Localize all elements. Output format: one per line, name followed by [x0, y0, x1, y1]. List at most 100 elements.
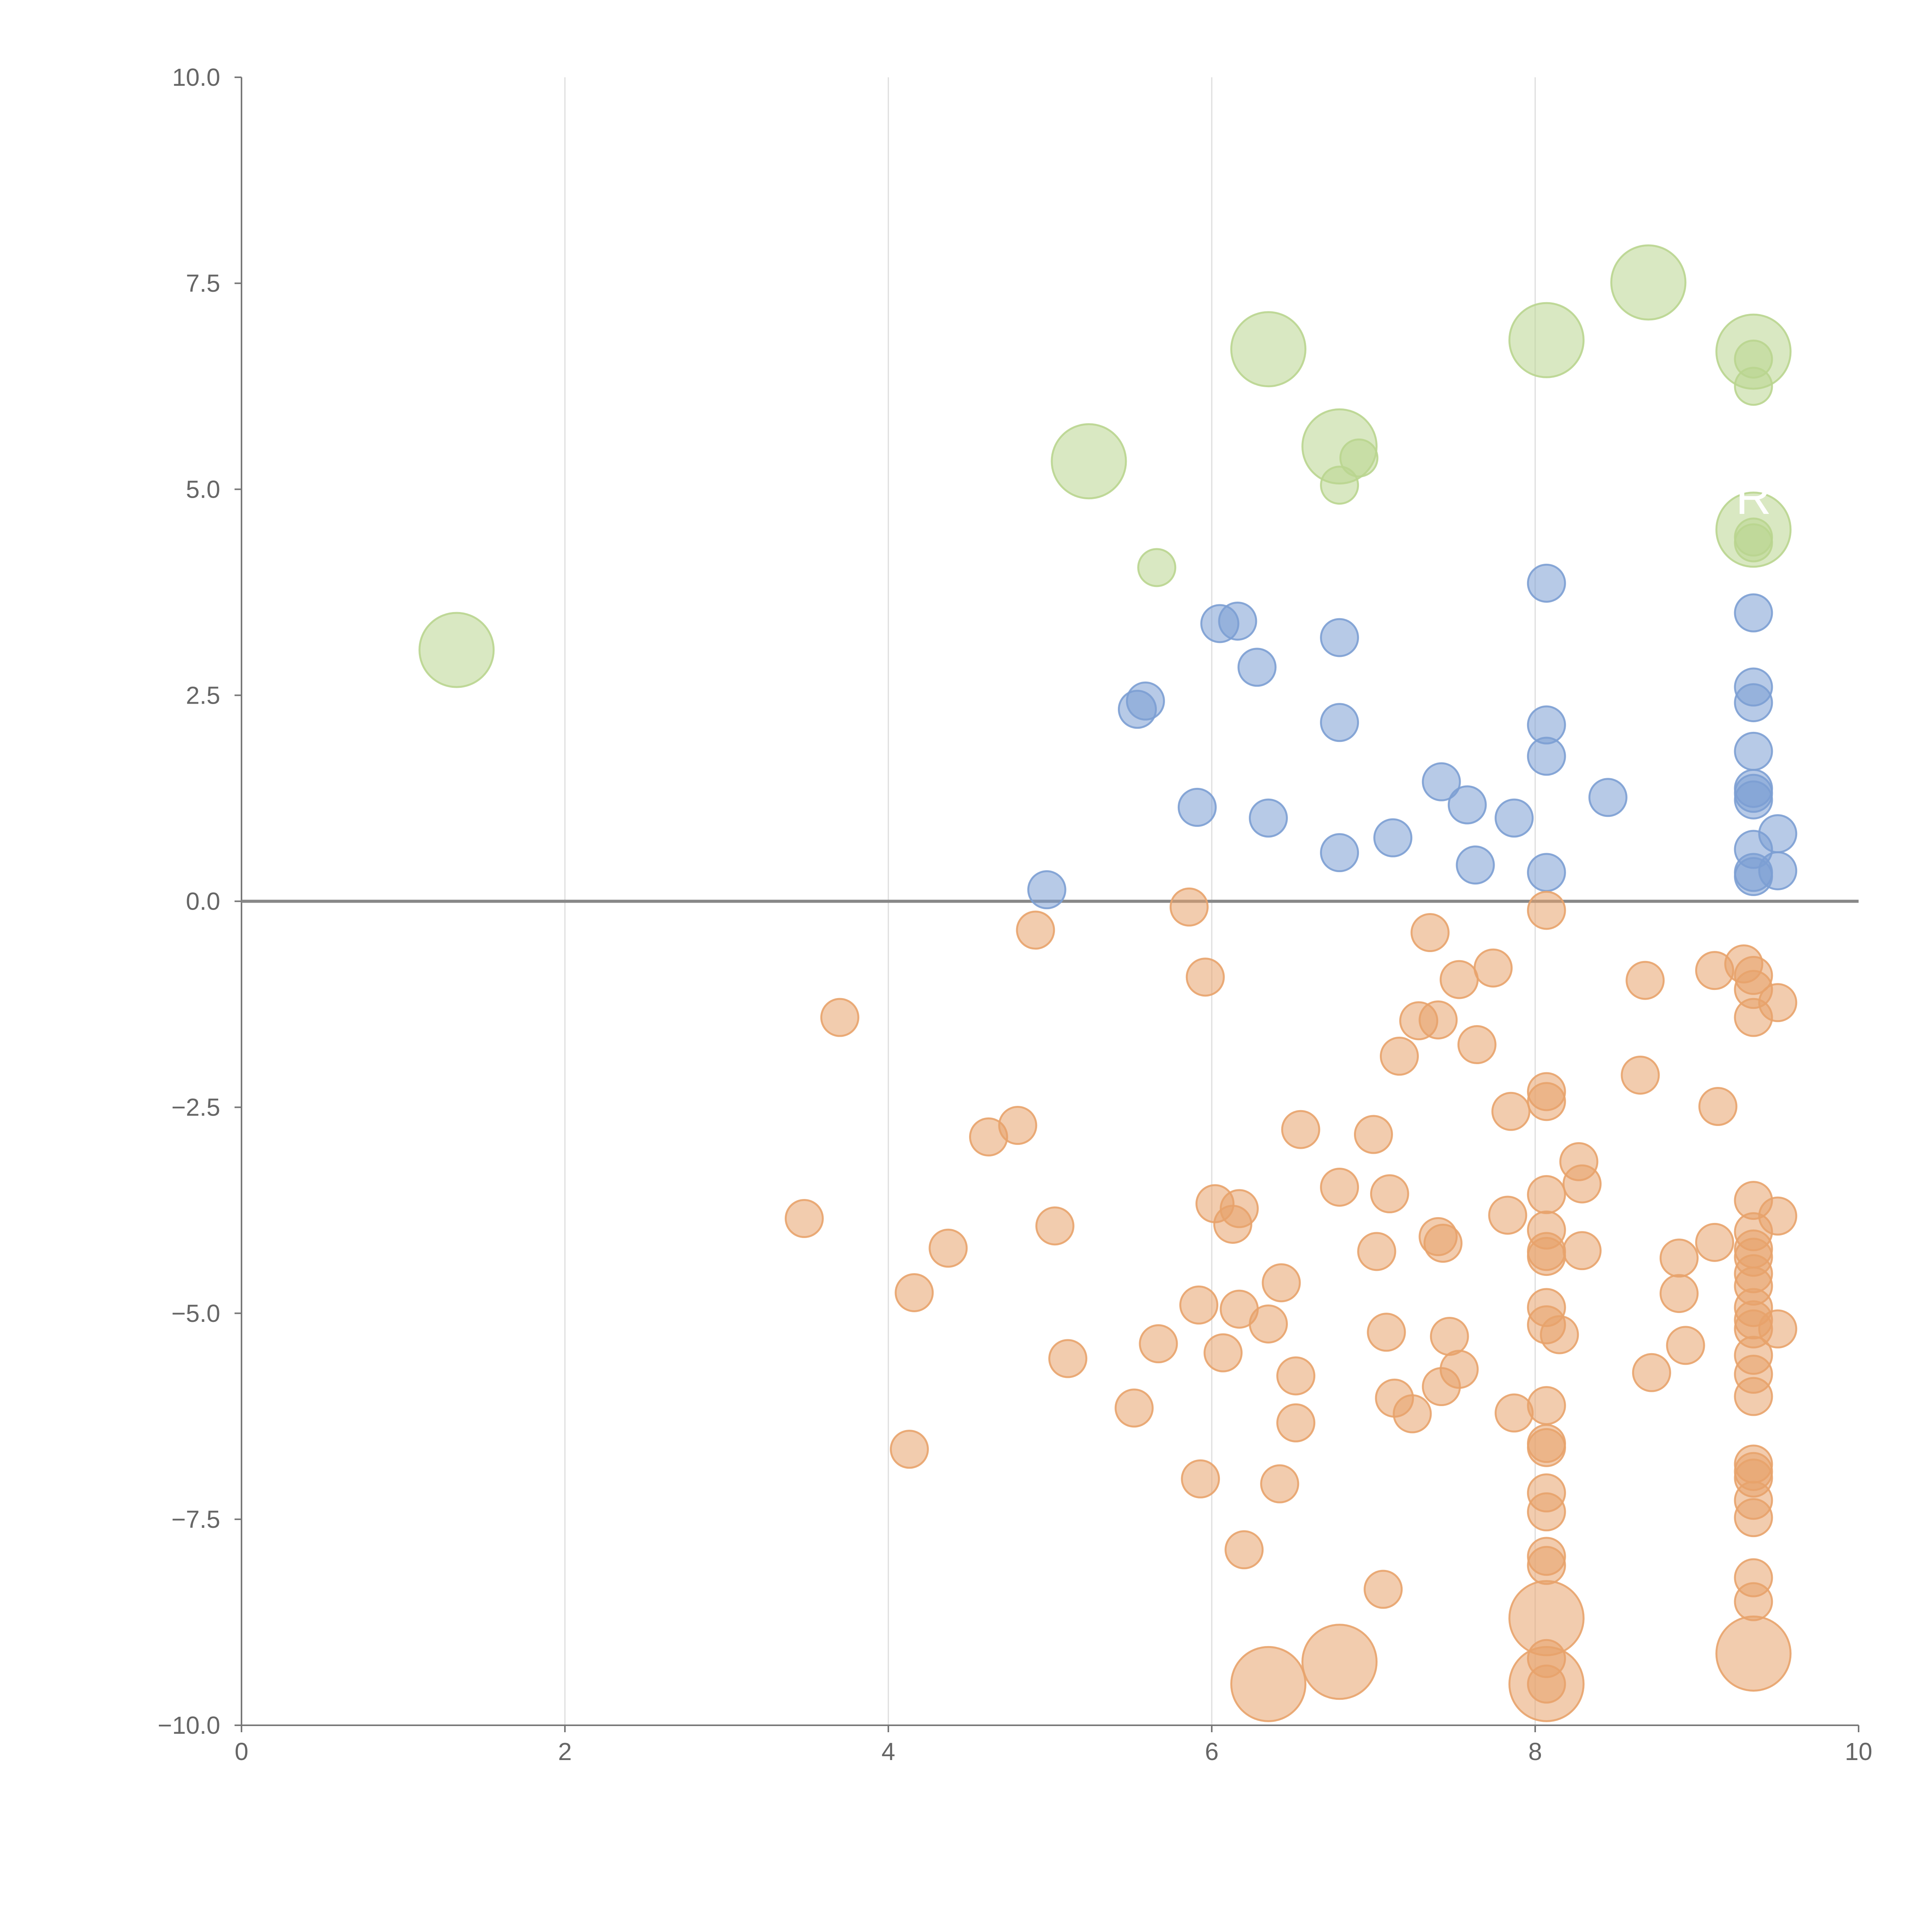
- y-tick-label: −5.0: [172, 1299, 220, 1327]
- large-scatter-point: [418, 612, 495, 688]
- scatter-point: [1364, 1570, 1403, 1609]
- scatter-point: [1527, 736, 1566, 776]
- scatter-point: [1695, 1223, 1735, 1262]
- scatter-point: [1734, 367, 1773, 406]
- scatter-point: [1540, 1315, 1579, 1354]
- scatter-point: [1276, 1403, 1316, 1442]
- scatter-point: [1339, 438, 1379, 478]
- scatter-point: [1410, 913, 1450, 952]
- scatter-point: [1758, 1196, 1798, 1236]
- y-tick-label: −7.5: [172, 1505, 220, 1533]
- scatter-point: [1114, 1388, 1154, 1428]
- scatter-point: [1418, 1000, 1458, 1040]
- x-tick-label: 0: [235, 1738, 248, 1765]
- scatter-point: [1456, 845, 1495, 885]
- scatter-point: [1734, 593, 1773, 633]
- x-tick-label: 4: [881, 1738, 895, 1765]
- scatter-point: [895, 1273, 934, 1312]
- scatter-point: [1734, 1377, 1773, 1416]
- scatter-point: [1430, 1316, 1469, 1356]
- scatter-point: [1734, 683, 1773, 723]
- large-scatter-point: [1301, 1624, 1378, 1700]
- scatter-point: [1758, 814, 1798, 854]
- point-annotation: R: [1736, 469, 1771, 525]
- scatter-point: [1203, 1333, 1243, 1372]
- scatter-point: [1527, 1546, 1566, 1585]
- scatter-point: [1734, 731, 1773, 771]
- scatter-point: [1632, 1353, 1671, 1392]
- scatter-point: [1758, 851, 1798, 891]
- large-scatter-point: [1508, 1580, 1585, 1656]
- scatter-point: [1276, 1356, 1316, 1396]
- y-tick-label: 0.0: [186, 888, 220, 915]
- scatter-point: [1126, 681, 1165, 721]
- scatter-point: [1177, 787, 1217, 827]
- scatter-point: [1621, 1055, 1660, 1095]
- x-tick-label: 10: [1845, 1738, 1872, 1765]
- scatter-point: [1562, 1164, 1602, 1204]
- scatter-point: [929, 1228, 968, 1268]
- scatter-point: [1320, 618, 1359, 657]
- scatter-point: [1185, 957, 1225, 997]
- scatter-point: [1035, 1206, 1075, 1246]
- scatter-point: [1320, 466, 1359, 505]
- scatter-point: [784, 1199, 824, 1238]
- scatter-point: [1527, 1428, 1566, 1467]
- scatter-point: [1181, 1459, 1220, 1498]
- scatter-point: [1527, 1237, 1566, 1276]
- y-tick-label: 7.5: [186, 269, 220, 297]
- x-tick-label: 8: [1528, 1738, 1542, 1765]
- scatter-point: [1139, 1324, 1178, 1364]
- scatter-point: [1527, 1175, 1566, 1214]
- scatter-point: [1048, 1339, 1088, 1378]
- scatter-point: [820, 998, 859, 1037]
- scatter-point: [1588, 778, 1628, 817]
- scatter-point: [1370, 1174, 1409, 1214]
- scatter-point: [1320, 1167, 1359, 1207]
- scatter-point: [1527, 1082, 1566, 1121]
- scatter-point: [1457, 1025, 1497, 1065]
- scatter-point: [1527, 1386, 1566, 1425]
- scatter-point: [1527, 891, 1566, 930]
- scatter-point: [1179, 1285, 1219, 1325]
- scatter-point: [1237, 648, 1277, 687]
- large-scatter-point: [1230, 311, 1306, 388]
- y-tick-label: 5.0: [186, 475, 220, 503]
- scatter-point: [1248, 1304, 1288, 1344]
- scatter-point: [1260, 1464, 1299, 1503]
- scatter-point: [1373, 818, 1413, 857]
- scatter-point: [1734, 523, 1773, 563]
- scatter-point: [1225, 1530, 1264, 1570]
- scatter-point: [1320, 703, 1359, 742]
- scatter-point: [1698, 1087, 1738, 1126]
- scatter-point: [1562, 1231, 1602, 1270]
- scatter-point: [1527, 563, 1566, 603]
- scatter-point: [1626, 961, 1665, 1000]
- scatter-point: [1354, 1115, 1393, 1154]
- scatter-point: [1734, 780, 1773, 820]
- scatter-point: [1357, 1232, 1396, 1271]
- y-tick-label: −2.5: [172, 1094, 220, 1121]
- y-tick-label: 2.5: [186, 681, 220, 709]
- scatter-point: [1219, 1189, 1259, 1228]
- large-scatter-point: [1610, 244, 1687, 321]
- scatter-point: [1495, 798, 1534, 838]
- large-scatter-point: [1508, 302, 1585, 378]
- large-scatter-point: [1051, 423, 1127, 500]
- scatter-point: [1439, 1350, 1479, 1389]
- scatter-point: [1016, 910, 1055, 950]
- scatter-point: [1491, 1092, 1531, 1131]
- scatter-point: [1379, 1036, 1419, 1076]
- scatter-point: [1027, 870, 1066, 910]
- large-scatter-point: [1715, 1615, 1792, 1692]
- scatter-point: [1495, 1393, 1534, 1433]
- scatter-point: [1281, 1110, 1320, 1149]
- scatter-point: [1262, 1263, 1301, 1303]
- y-tick-label: −10.0: [158, 1711, 220, 1739]
- scatter-point: [1393, 1394, 1432, 1434]
- scatter-point: [1758, 1309, 1798, 1349]
- scatter-point: [1473, 948, 1513, 988]
- large-scatter-point: [1230, 1646, 1306, 1722]
